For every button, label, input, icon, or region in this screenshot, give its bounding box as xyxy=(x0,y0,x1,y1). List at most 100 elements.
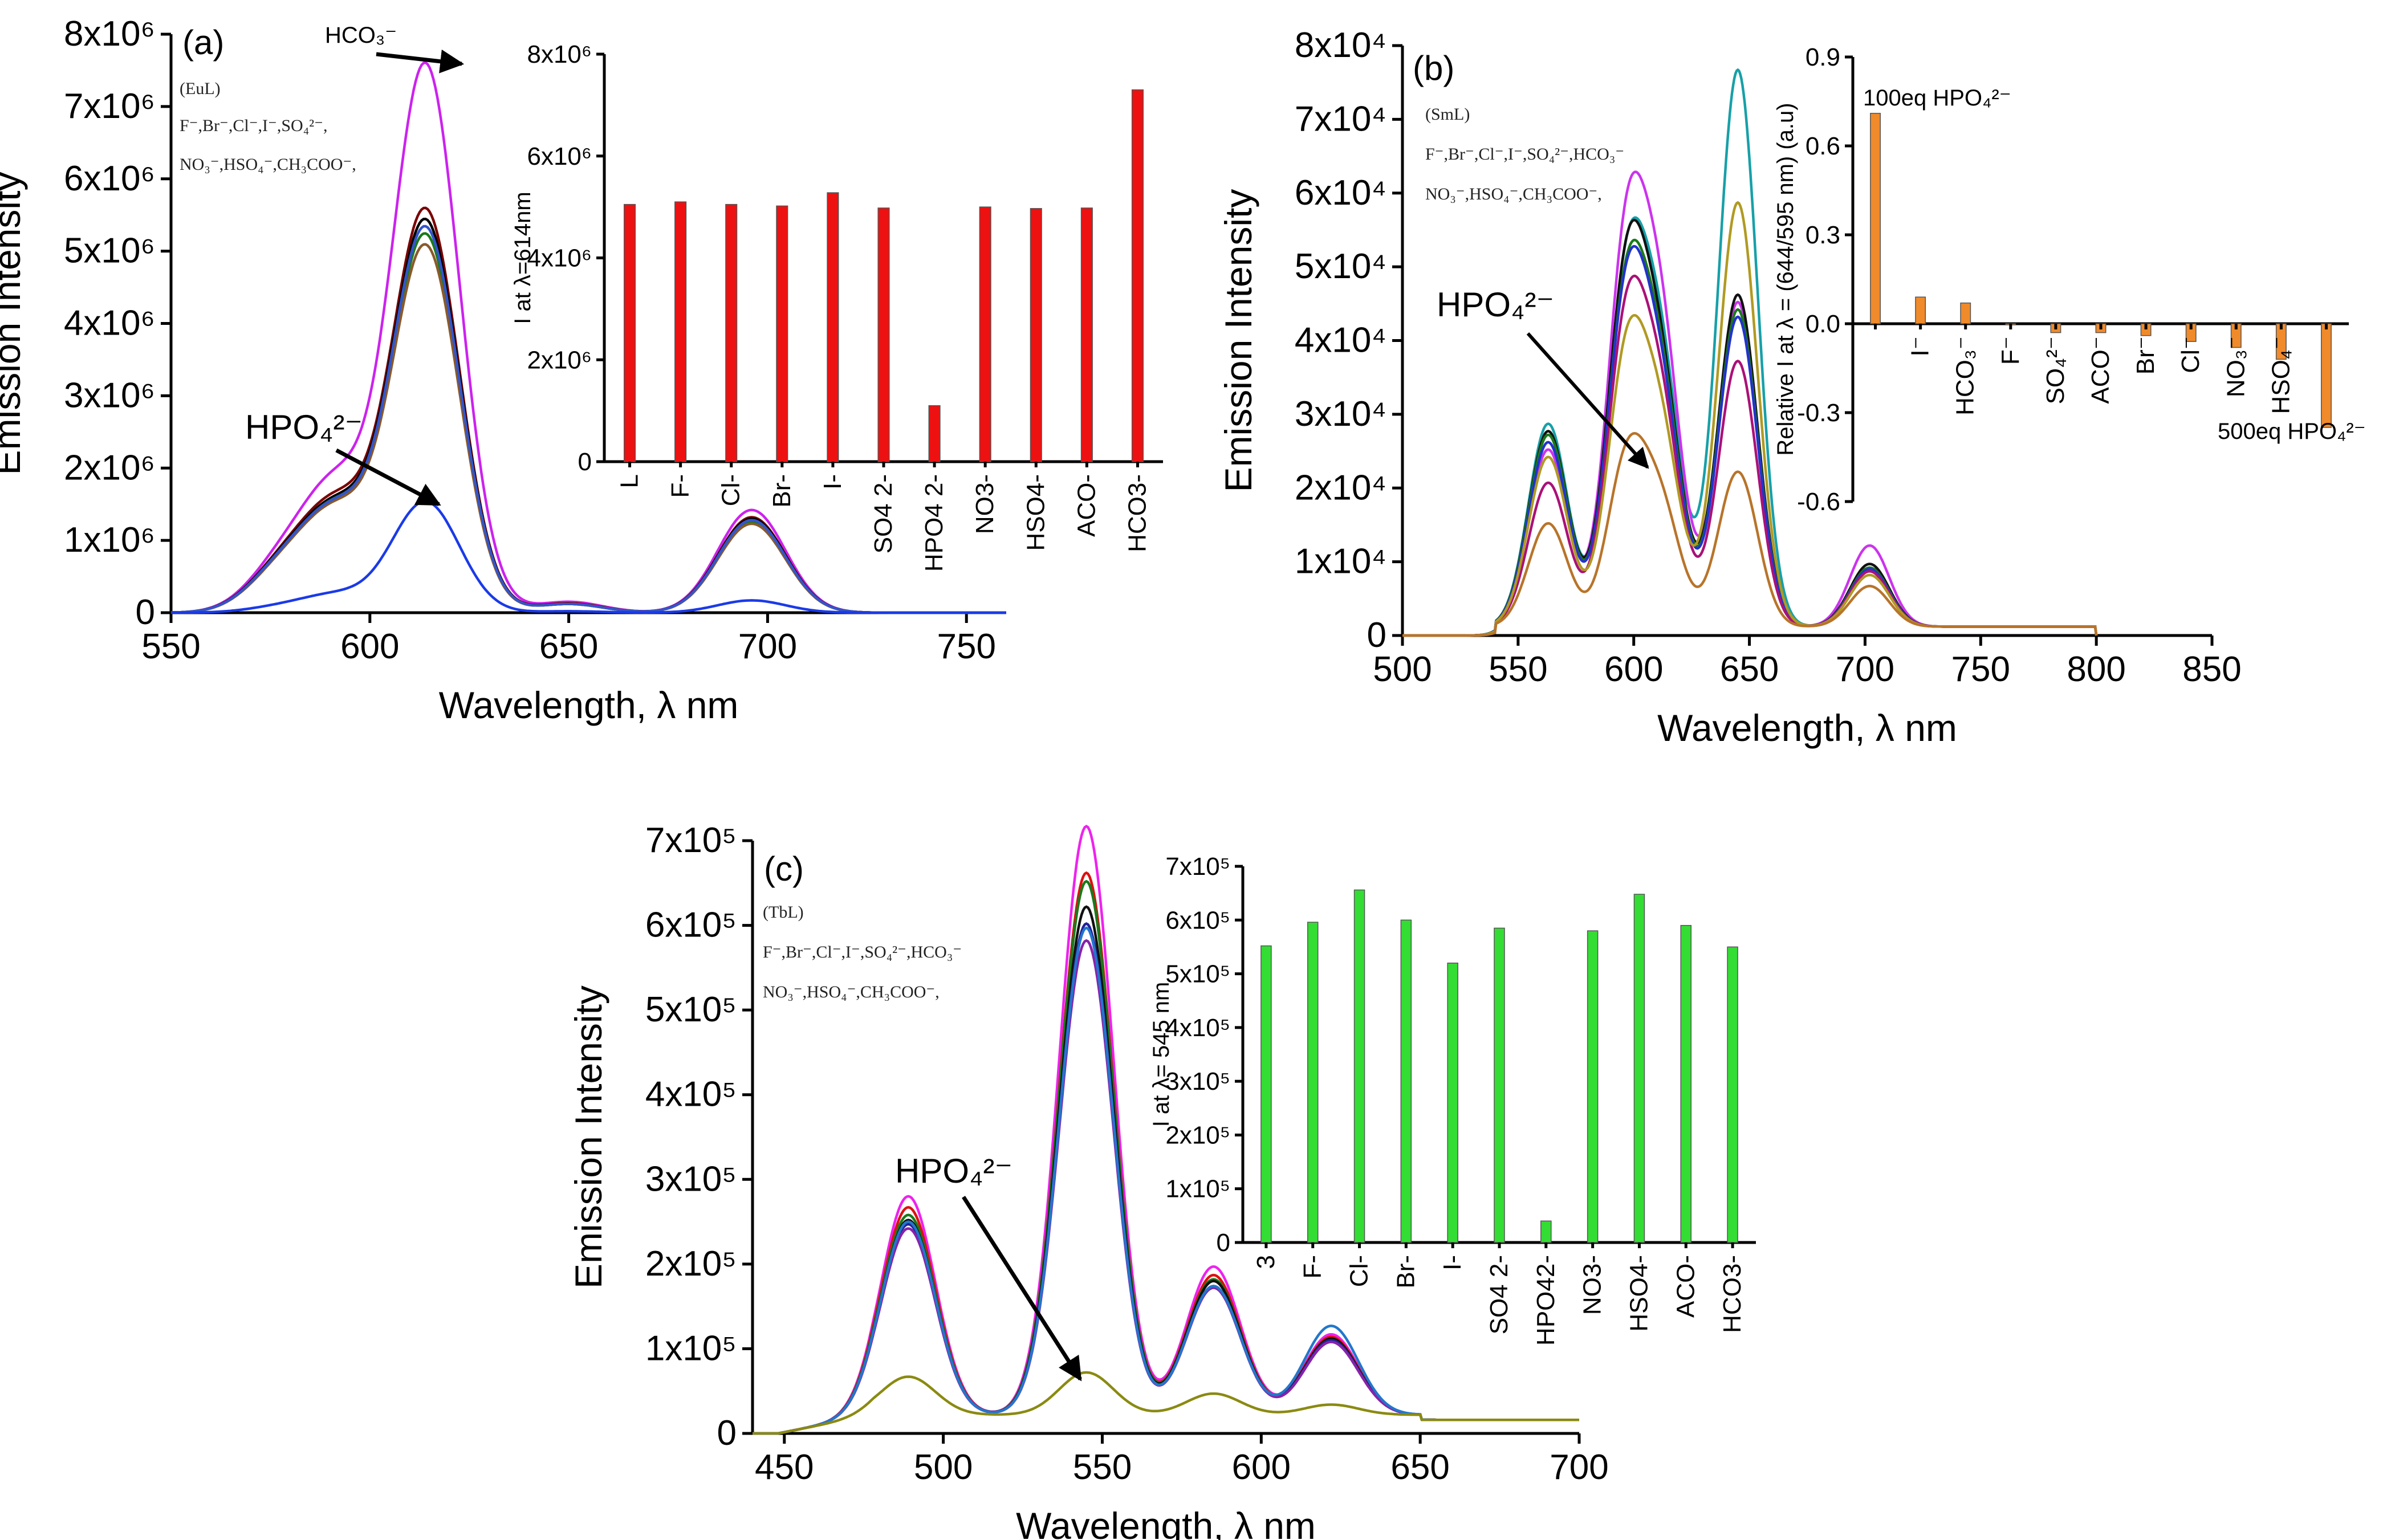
panel-c-y-tick-label: 3x10⁵ xyxy=(645,1159,737,1199)
panel-a-x-tick-label: 650 xyxy=(539,627,598,666)
panel-b-y-tick-label: 0 xyxy=(1367,616,1386,655)
panel-b-x-tick-label: 750 xyxy=(1951,650,2010,689)
panel-b-series-trace-purple xyxy=(1402,274,2098,637)
panel-c-inset-x-tick-label: I- xyxy=(1438,1255,1466,1270)
panel-c-inset-x-tick-label: ACO- xyxy=(1672,1255,1699,1318)
panel-a-inset-y-tick-label: 8x10⁶ xyxy=(527,40,592,68)
panel-c-inset-x-tick-label: HSO4- xyxy=(1625,1255,1653,1331)
panel-b-inset-y-axis-label: Relative I at λ = (644/595 nm) (a.u) xyxy=(1773,103,1798,455)
panel-a-inset-x-tick-label: Br- xyxy=(768,474,796,508)
panel-c-inset-x-tick-label: Cl- xyxy=(1345,1255,1373,1287)
panel-a-inset-bar-1 xyxy=(674,201,687,462)
panel-c-inset-y-axis-label: I at λ= 545 nm xyxy=(1149,982,1174,1127)
panel-a-y-tick-label: 3x10⁶ xyxy=(64,376,155,415)
panel-a-inset-x-tick-label: HPO4 2- xyxy=(920,474,948,572)
panel-c-hpo4-arrow xyxy=(962,1196,1082,1382)
panel-c-inset-x-tick-label: HCO3- xyxy=(1718,1255,1746,1333)
panel-b-inset-bar-10 xyxy=(2321,323,2332,428)
panel-c-y-tick-label: 7x10⁵ xyxy=(645,821,737,860)
panel-c-hpo4-label: HPO₄²⁻ xyxy=(895,1152,1012,1190)
panel-c-inset-bar-8 xyxy=(1633,894,1645,1243)
panel-a-label: (a) xyxy=(182,23,224,62)
panel-b-x-tick-label: 850 xyxy=(2182,650,2241,689)
panel-a-inset-x-tick-label: SO4 2- xyxy=(869,474,897,553)
panel-b-hpo4-arrow xyxy=(1526,332,1649,469)
panel-b-inset-x-tick-label: SO₄²⁻ xyxy=(2042,336,2069,404)
panel-a-anions-line1: F⁻,Br⁻,Cl⁻,I⁻,SO₄²⁻, xyxy=(180,116,328,135)
panel-c-inset-bar-6 xyxy=(1540,1220,1552,1243)
panel-a-inset-bar-8 xyxy=(1030,208,1042,462)
panel-a-y-tick-label: 0 xyxy=(136,593,155,632)
panel-c-inset-x-tick-label: 3 xyxy=(1252,1255,1280,1269)
panel-b-inset-y-tick-label: 0.6 xyxy=(1806,132,1840,160)
panel-b-inset-y-tick-label: -0.3 xyxy=(1797,399,1840,427)
panel-b-inset-x-tick-label: F⁻ xyxy=(1996,336,2024,365)
panel-c-inset-bar-5 xyxy=(1494,927,1505,1243)
panel-a-y-tick-label: 2x10⁶ xyxy=(64,448,155,487)
panel-c-anions-line2: NO₃⁻,HSO₄⁻,CH₃COO⁻, xyxy=(763,983,940,1001)
panel-b-series-HPO4-2- xyxy=(1402,432,2098,637)
panel-b-y-tick-label: 1x10⁴ xyxy=(1295,542,1386,581)
panel-c-x-tick-label: 500 xyxy=(914,1448,973,1487)
panel-b-inset-y-tick-label: 0.3 xyxy=(1806,221,1840,249)
panel-a-inset-x-tick-label: I- xyxy=(819,474,847,490)
panel-a-y-tick-label: 4x10⁶ xyxy=(64,304,155,343)
panel-a-hco3-label: HCO₃⁻ xyxy=(325,23,397,48)
panel-c-inset-bar-1 xyxy=(1307,922,1319,1243)
panel-a-series-HPO4-2- xyxy=(170,500,1006,614)
panel-c-y-tick-label: 2x10⁵ xyxy=(645,1244,737,1284)
panel-a-inset-y-tick-label: 0 xyxy=(578,448,592,476)
panel-c-inset-bar-4 xyxy=(1447,962,1458,1243)
panel-c-x-tick-label: 700 xyxy=(1550,1448,1608,1487)
panel-b-inset-y-tick-label: -0.6 xyxy=(1797,488,1840,516)
panel-b-anions-line1: F⁻,Br⁻,Cl⁻,I⁻,SO₄²⁻,HCO₃⁻ xyxy=(1425,145,1624,164)
panel-b-anions-line2: NO₃⁻,HSO₄⁻,CH₃COO⁻, xyxy=(1425,185,1602,203)
panel-b-label: (b) xyxy=(1413,49,1454,87)
panel-c-y-tick-label: 5x10⁵ xyxy=(645,990,737,1029)
panel-c-inset-y-tick-label: 3x10⁵ xyxy=(1165,1068,1230,1095)
panel-b-x-tick-label: 500 xyxy=(1373,650,1432,689)
panel-b-inset-x-tick-label: ACO⁻ xyxy=(2087,336,2115,404)
panel-b-y-tick-label: 5x10⁴ xyxy=(1295,247,1386,286)
panel-a-x-tick-label: 600 xyxy=(340,627,399,666)
panel-c-inset-y-tick-label: 6x10⁵ xyxy=(1165,906,1230,934)
panel-a-inset-bar-3 xyxy=(776,205,788,462)
panel-c-x-tick-label: 650 xyxy=(1390,1448,1449,1487)
panel-c-inset-y-tick-label: 5x10⁵ xyxy=(1165,960,1230,988)
panel-a-y-tick-label: 6x10⁶ xyxy=(64,159,155,198)
panel-a-inset-bar-0 xyxy=(623,203,636,462)
panel-b-y-tick-label: 8x10⁴ xyxy=(1295,26,1386,65)
panel-a-x-tick-label: 550 xyxy=(141,627,200,666)
panel-c-inset-bar-7 xyxy=(1587,930,1599,1243)
panel-a-inset-bar-5 xyxy=(877,207,890,462)
panel-b-inset-500eq-label: 500eq HPO₄²⁻ xyxy=(2218,419,2366,444)
panel-a-inset-x-tick-label: ACO- xyxy=(1072,474,1100,537)
panel-b-x-tick-label: 550 xyxy=(1489,650,1547,689)
panel-b-x-tick-label: 650 xyxy=(1720,650,1779,689)
panel-c-inset-bar-2 xyxy=(1353,889,1365,1243)
panel-c-y-axis-label: Emission Intensity xyxy=(567,985,609,1289)
panel-b-inset-x-tick-label: Cl⁻ xyxy=(2177,336,2205,373)
panel-a-x-axis-label: Wavelength, λ nm xyxy=(439,684,739,726)
panel-c-inset-x-tick-label: Br- xyxy=(1392,1255,1420,1289)
panel-a-inset-x-tick-label: HSO4- xyxy=(1022,474,1050,551)
panel-b-y-tick-label: 2x10⁴ xyxy=(1295,468,1386,507)
panel-b-series-trace-olive xyxy=(1402,201,2098,637)
panel-b-inset-bar-1 xyxy=(1915,296,1926,324)
panel-b-inset-y-tick-label: 0.0 xyxy=(1806,310,1840,338)
panel-a-x-tick-label: 700 xyxy=(738,627,797,666)
panel-c-inset-y-tick-label: 2x10⁵ xyxy=(1165,1121,1230,1149)
panel-c-inset-y-tick-label: 0 xyxy=(1217,1229,1230,1257)
panel-c-y-tick-label: 6x10⁵ xyxy=(645,906,737,945)
panel-b-y-tick-label: 4x10⁴ xyxy=(1295,321,1386,360)
panel-a-inset-x-tick-label: L xyxy=(616,474,644,488)
panel-a-inset-bar-6 xyxy=(928,405,941,462)
panel-a-inset-bar-7 xyxy=(979,206,991,462)
panel-b-x-axis-label: Wavelength, λ nm xyxy=(1657,707,1957,749)
panel-b-x-tick-label: 700 xyxy=(1836,650,1894,689)
panel-b-inset-x-tick-label: Br⁻ xyxy=(2132,336,2160,374)
panel-c-inset-y-tick-label: 7x10⁵ xyxy=(1165,853,1230,881)
panel-a-y-axis-label: Emission Intensity xyxy=(0,172,28,475)
panel-a-inset-x-tick-label: HCO3- xyxy=(1123,474,1151,552)
